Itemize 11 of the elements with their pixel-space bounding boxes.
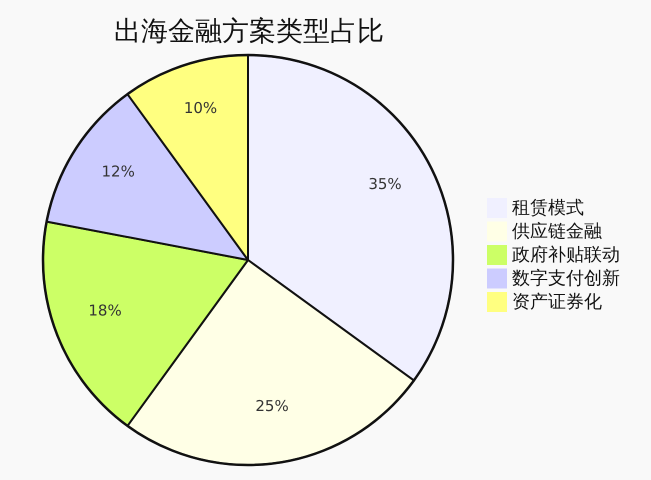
data-label: 25% (255, 396, 289, 415)
chart-title: 出海金融方案类型占比 (114, 16, 384, 47)
data-label: 35% (368, 175, 402, 194)
legend-label: 政府补贴联动 (512, 244, 620, 266)
legend-label: 供应链金融 (512, 221, 602, 242)
legend-label: 数字支付创新 (512, 268, 620, 289)
data-label: 12% (102, 162, 135, 181)
data-label: 10% (184, 98, 218, 117)
data-label: 18% (88, 302, 122, 320)
legend-label: 租赁模式 (512, 198, 584, 218)
legend-label: 资产证券化 (512, 292, 602, 312)
